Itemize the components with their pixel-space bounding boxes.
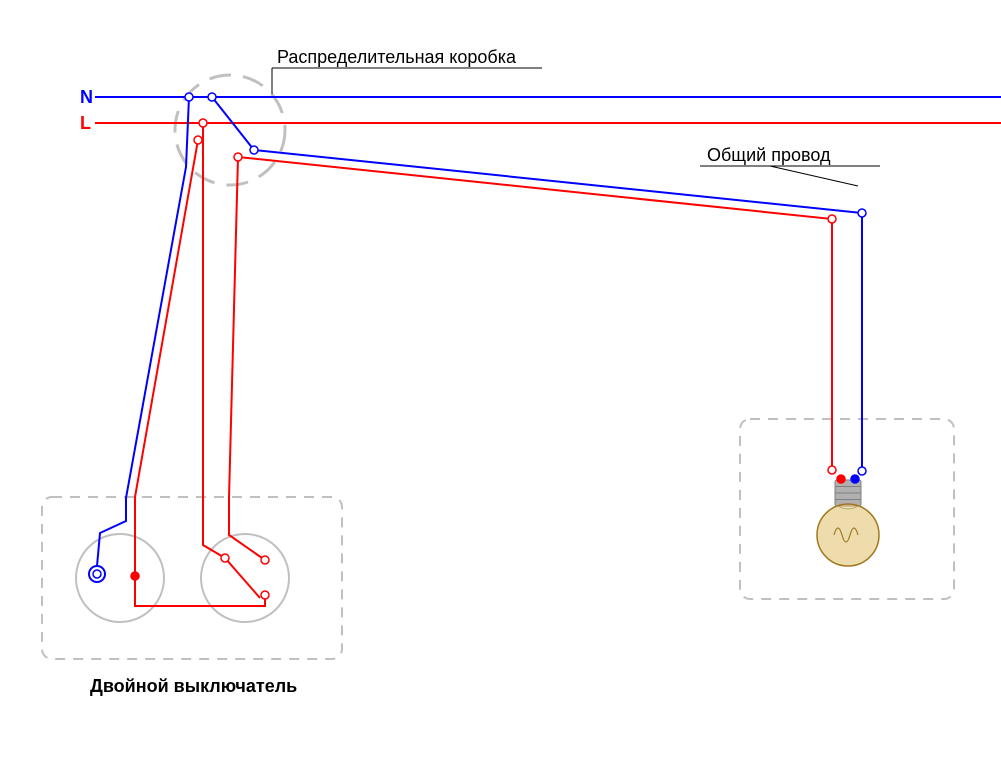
double-switch-enclosure bbox=[42, 497, 342, 659]
light-bulb bbox=[817, 480, 879, 566]
label-double-switch: Двойной выключатель bbox=[90, 676, 297, 696]
switch-lever bbox=[225, 558, 260, 598]
label-l: L bbox=[80, 113, 91, 133]
wiring-diagram: NL Распределительная коробка Общий провод Д… bbox=[0, 0, 1001, 760]
label-n: N bbox=[80, 87, 93, 107]
wire-l-to-socket bbox=[135, 140, 265, 606]
label-common-wire: Общий провод bbox=[707, 145, 831, 165]
wire-n-to-socket bbox=[97, 97, 189, 566]
junction-box-circle bbox=[175, 75, 285, 185]
leader-common-wire bbox=[770, 166, 858, 186]
label-junction-box: Распределительная коробка bbox=[277, 47, 517, 67]
wire-switch-to-lamp bbox=[229, 157, 832, 560]
wire-l-to-switch bbox=[203, 123, 225, 558]
